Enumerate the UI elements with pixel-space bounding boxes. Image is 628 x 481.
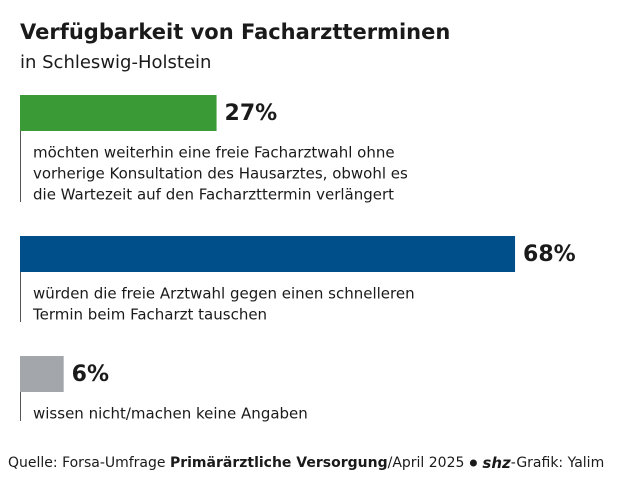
logo: shz-Grafik: Yalim [482, 454, 604, 472]
bar [20, 95, 217, 131]
category-label: Termin beim Facharzt tauschen [32, 306, 267, 324]
category-label: möchten weiterhin eine freie Facharztwah… [33, 144, 395, 162]
value-label: 6% [72, 362, 109, 387]
separator-dot [469, 459, 477, 467]
source: Quelle: Forsa-Umfrage Primärärztliche Ve… [8, 455, 464, 471]
value-label: 68% [523, 242, 576, 267]
bar [20, 236, 516, 272]
source-bold: Primärärztliche Versorgung [170, 455, 388, 471]
category-label: vorherige Konsultation des Hausarztes, o… [33, 165, 408, 183]
chart-subtitle: in Schleswig-Holstein [20, 52, 211, 73]
source-prefix: Quelle: Forsa-Umfrage [8, 455, 170, 471]
bar [20, 356, 64, 392]
category-label: wissen nicht/machen keine Angaben [33, 405, 308, 423]
source-date: /April 2025 [388, 455, 465, 471]
source-suffix: -Grafik: Yalim [511, 455, 604, 471]
category-label: würden die freie Arztwahl gegen einen sc… [33, 285, 415, 303]
value-label: 27% [225, 101, 278, 126]
chart-title: Verfügbarkeit von Facharztterminen [20, 20, 450, 44]
category-label: die Wartezeit auf den Facharzttermin ver… [33, 186, 394, 204]
logo-text: shz [482, 454, 511, 472]
